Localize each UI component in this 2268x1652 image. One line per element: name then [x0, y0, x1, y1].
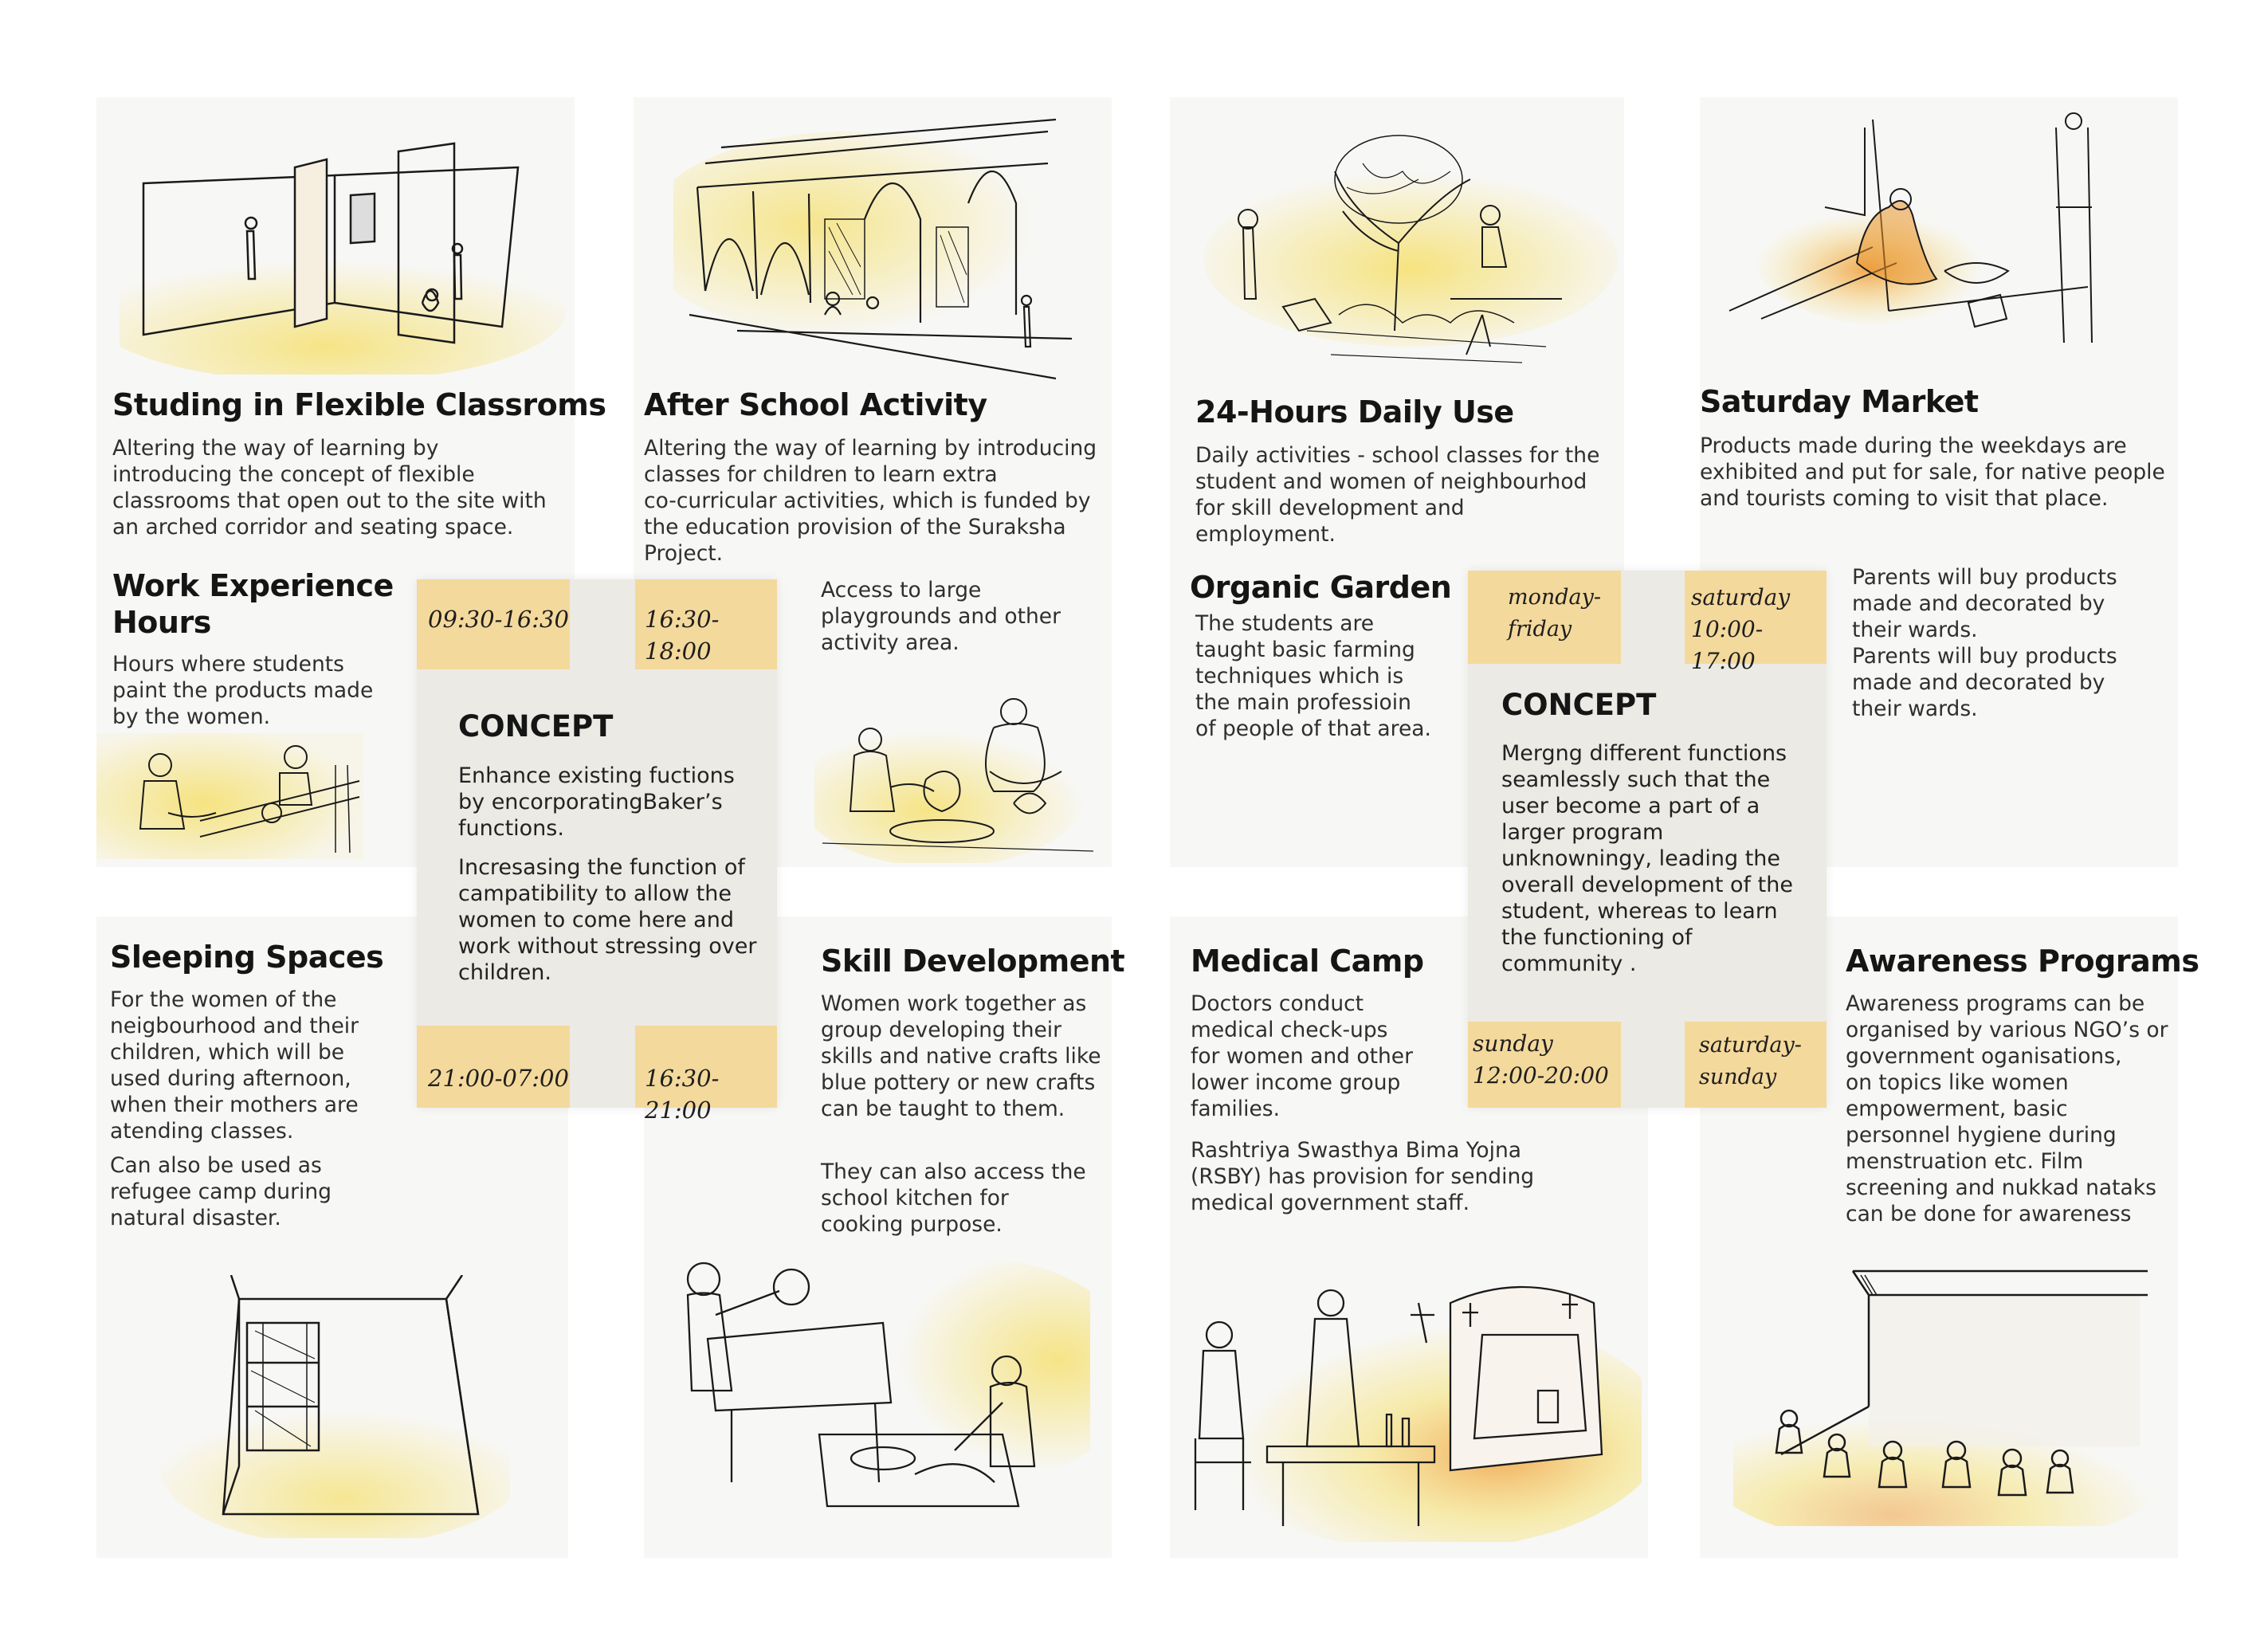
medical-camp-text: Doctors conduct medical check-ups for wo… [1191, 991, 1413, 1121]
after-school-title: After School Activity [644, 387, 987, 422]
concept-left-title: CONCEPT [458, 709, 614, 744]
schedule-tag-2: saturday 10:00-17:00 [1685, 571, 1827, 674]
after-school-sketch [673, 116, 1080, 390]
saturday-market-text: Products made during the weekdays are ex… [1700, 434, 2165, 511]
concept-left-para1: Enhance existing fuctions by encorporati… [458, 763, 735, 841]
concept-right-para: Mergng different functions seamlessly su… [1501, 741, 1793, 976]
sleeping-spaces-text: For the women of the neigbourhood and th… [110, 987, 359, 1144]
awareness-title: Awareness Programs [1846, 944, 2199, 979]
time-tag-4: 16:30-21:00 [635, 1026, 777, 1124]
saturday-market-title: Saturday Market [1700, 384, 1979, 419]
skill-development-extra-text: They can also access the school kitchen … [821, 1160, 1086, 1237]
after-school-text: Altering the way of learning by introduc… [644, 436, 1097, 566]
time-tag-2: 16:30-18:00 [635, 579, 777, 669]
time-tag-3: 21:00-07:00 [417, 1026, 570, 1108]
organic-garden-text: The students are taught basic farming te… [1195, 611, 1431, 741]
saturday-market-sketch [1713, 112, 2168, 359]
organic-garden-title: Organic Garden [1190, 570, 1452, 605]
flexible-classrooms-title: Studing in Flexible Classroms [112, 387, 606, 422]
medical-camp-extra-text: Rashtriya Swasthya Bima Yojna (RSBY) has… [1191, 1138, 1535, 1215]
flexible-classrooms-text: Altering the way of learning by introduc… [112, 436, 547, 540]
sleeping-spaces-extra-text: Can also be used as refugee camp during … [110, 1153, 332, 1230]
after-school-extra-text: Access to large playgrounds and other ac… [821, 578, 1061, 655]
daily-use-title: 24-Hours Daily Use [1195, 394, 1514, 430]
sleeping-spaces-sketch [159, 1275, 510, 1538]
awareness-text: Awareness programs can be organised by v… [1846, 991, 2168, 1226]
medical-camp-sketch [1163, 1271, 1642, 1542]
saturday-market-extra-text: Parents will buy products made and decor… [1852, 565, 2117, 721]
schedule-tag-1: monday- friday [1468, 571, 1621, 664]
pottery-sketch [814, 684, 1097, 863]
work-experience-sketch [96, 733, 363, 859]
concept-left-para2: Incresasing the function of campatibilit… [458, 855, 757, 985]
sleeping-spaces-title: Sleeping Spaces [110, 940, 384, 975]
daily-use-text: Daily activities - school classes for th… [1195, 443, 1600, 547]
daily-use-sketch [1148, 116, 1626, 375]
skill-development-sketch [644, 1243, 1090, 1514]
skill-development-title: Skill Development [821, 944, 1125, 979]
time-tag-1: 09:30-16:30 [417, 579, 570, 669]
schedule-tag-3: sunday 12:00-20:00 [1468, 1022, 1621, 1108]
schedule-tag-4: saturday- sunday [1685, 1022, 1827, 1108]
concept-right-title: CONCEPT [1501, 688, 1657, 722]
medical-camp-title: Medical Camp [1191, 944, 1424, 979]
awareness-sketch [1733, 1247, 2172, 1526]
flexible-classroom-sketch [120, 120, 566, 375]
skill-development-text: Women work together as group developing … [821, 991, 1101, 1121]
work-experience-title: Work Experience Hours [112, 568, 394, 640]
work-experience-text: Hours where students paint the products … [112, 652, 374, 729]
